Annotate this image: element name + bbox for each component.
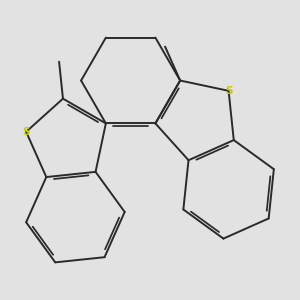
Text: S: S	[22, 127, 30, 137]
Text: S: S	[225, 86, 232, 96]
